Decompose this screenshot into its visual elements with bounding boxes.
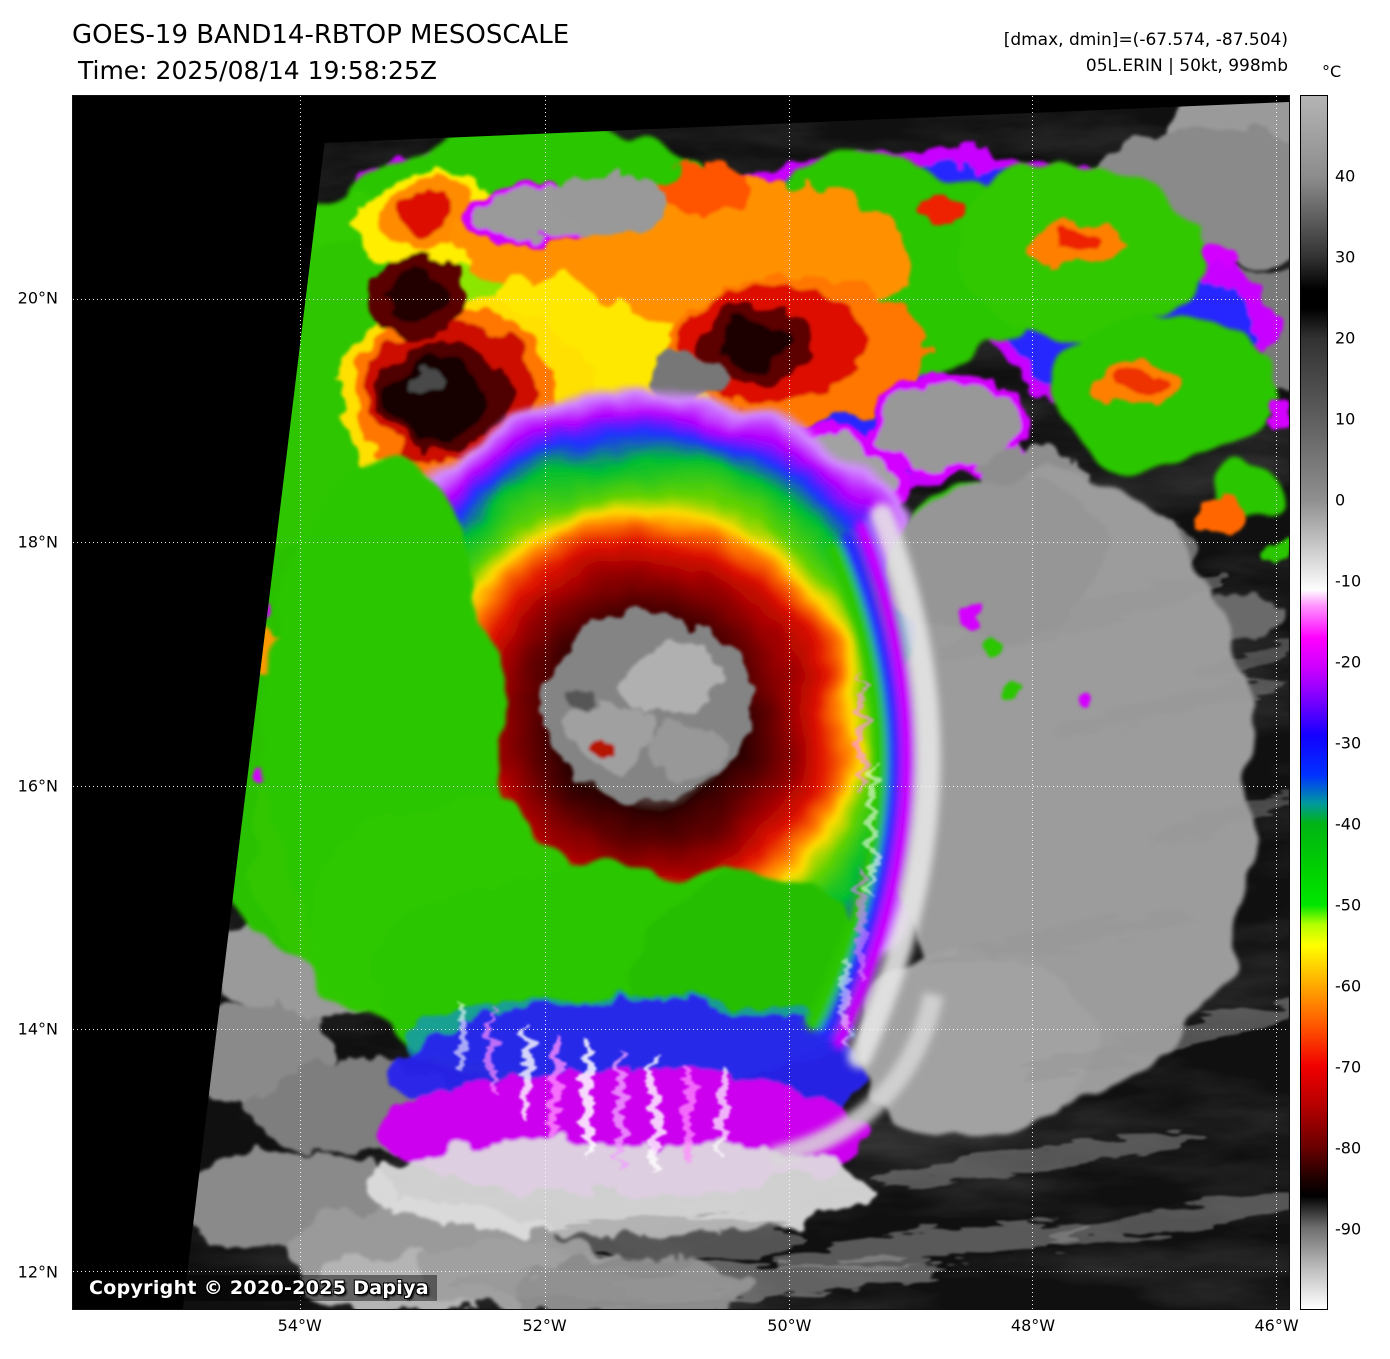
lon-tick-label: 52°W bbox=[522, 1316, 567, 1335]
timestamp: Time: 2025/08/14 19:58:25Z bbox=[78, 56, 437, 85]
colorbar-tick-label: -90 bbox=[1335, 1219, 1362, 1239]
lat-tick-label: 18°N bbox=[17, 532, 58, 552]
lat-tick-label: 16°N bbox=[17, 776, 58, 796]
storm-se-white-hook bbox=[769, 992, 944, 1167]
colorbar bbox=[1300, 95, 1328, 1310]
lon-tick-label: 54°W bbox=[277, 1316, 322, 1335]
colorbar-tick-label: -70 bbox=[1335, 1057, 1362, 1077]
colorbar-tick-label: -10 bbox=[1335, 571, 1362, 591]
colorbar-tick-label: 0 bbox=[1335, 490, 1346, 510]
colorbar-tick-label: -60 bbox=[1335, 976, 1362, 996]
colorbar-tick-label: -20 bbox=[1335, 652, 1362, 672]
storm-south-bands bbox=[365, 996, 875, 1237]
satellite-image bbox=[73, 96, 1289, 1309]
storm-erin bbox=[267, 385, 1257, 1237]
colorbar-tick-label: 10 bbox=[1335, 409, 1356, 429]
satellite-map: Copyright © 2020-2025 Dapiya bbox=[72, 95, 1290, 1310]
colorbar-tick-label: 20 bbox=[1335, 328, 1356, 348]
colorbar-tick-label: 40 bbox=[1335, 166, 1356, 186]
range-info: [dmax, dmin]=(-67.574, -87.504) bbox=[1003, 30, 1288, 50]
lon-axis: 54°W 52°W 50°W 48°W 46°W bbox=[72, 1312, 1299, 1342]
colorbar-ticks: 40 30 20 10 0 -10 -20 -30 -40 -50 -60 -70 -80 -90 bbox=[1335, 95, 1390, 1310]
lat-tick-label: 20°N bbox=[17, 288, 58, 308]
colorbar-unit-label: °C bbox=[1322, 62, 1342, 81]
product-title: GOES-19 BAND14-RBTOP MESOSCALE bbox=[72, 20, 570, 50]
colorbar-tick-label: -30 bbox=[1335, 733, 1362, 753]
lon-tick-label: 48°W bbox=[1010, 1316, 1056, 1335]
rainband-striations bbox=[458, 675, 876, 1172]
colorbar-tick-label: -80 bbox=[1335, 1138, 1362, 1158]
colorbar-tick-label: -40 bbox=[1335, 814, 1362, 834]
colorbar-tick-label: -50 bbox=[1335, 895, 1362, 915]
storm-info: 05L.ERIN | 50kt, 998mb bbox=[1085, 56, 1288, 76]
copyright-watermark: Copyright © 2020-2025 Dapiya bbox=[81, 1275, 437, 1301]
storm-cdo-gray-center bbox=[542, 615, 752, 799]
colorbar-tick-label: 30 bbox=[1335, 247, 1356, 267]
lon-tick-label: 46°W bbox=[1254, 1316, 1299, 1335]
lat-tick-label: 12°N bbox=[17, 1262, 58, 1282]
ocean-cloud-streaks bbox=[452, 574, 1289, 1302]
lat-axis: 20°N 18°N 16°N 14°N 12°N bbox=[0, 95, 64, 1310]
lon-tick-label: 50°W bbox=[767, 1316, 812, 1335]
lat-tick-label: 14°N bbox=[17, 1019, 58, 1039]
